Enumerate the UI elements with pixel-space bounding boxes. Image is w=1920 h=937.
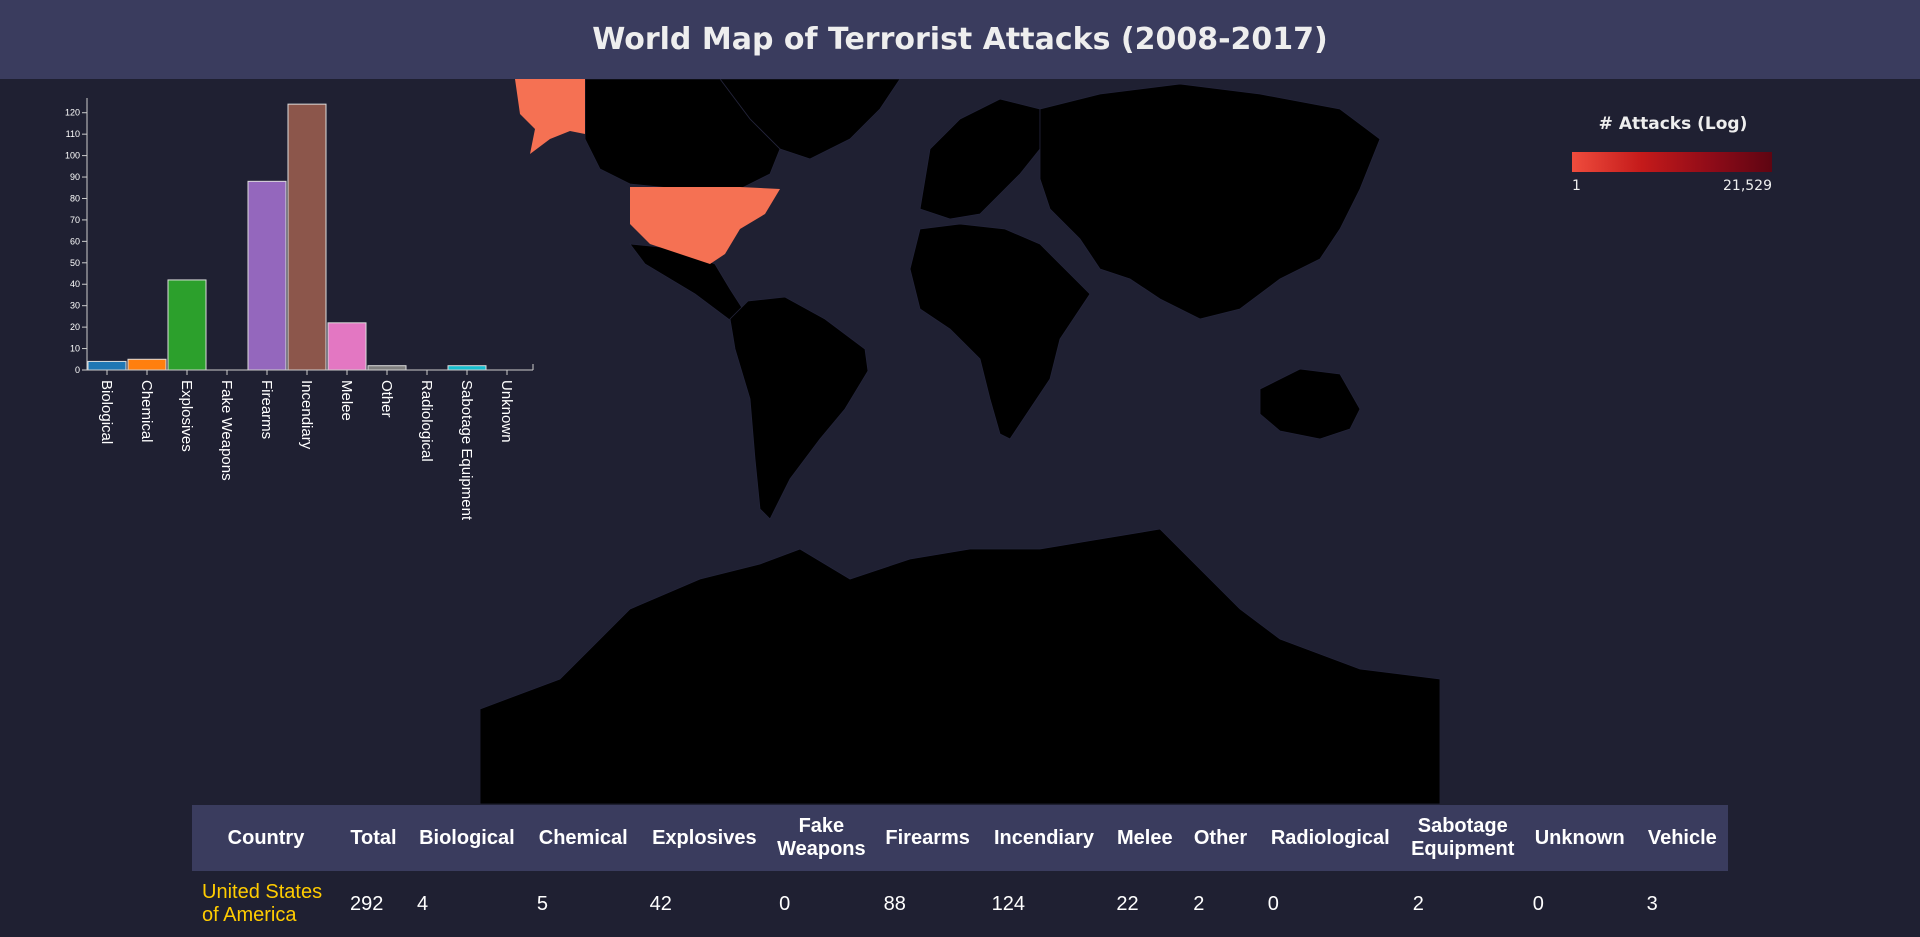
bar-sabotage-equipment — [447, 365, 487, 371]
value-cell: 88 — [883, 892, 906, 915]
value-cell: 2 — [1412, 892, 1424, 915]
x-tick-label: Explosives — [178, 380, 195, 452]
legend-max-label: 21,529 — [1723, 178, 1772, 194]
column-header: Vehicle — [1647, 826, 1717, 849]
country-cell: United States of America — [202, 881, 323, 926]
header: World Map of Terrorist Attacks (2008-201… — [0, 0, 1920, 79]
value-cell: 292 — [350, 892, 384, 915]
column-header: Radiological — [1270, 826, 1390, 849]
y-tick-label: 70 — [70, 215, 80, 225]
x-tick-label: Firearms — [258, 380, 275, 439]
value-cell: 42 — [649, 892, 672, 915]
column-header: Other — [1193, 826, 1248, 849]
legend-title: # Attacks (Log) — [1598, 114, 1748, 134]
x-tick-label: Biological — [98, 380, 115, 444]
bar-incendiary — [287, 103, 327, 371]
country-table: Country Total Biological Chemical Explosives… — [192, 805, 1728, 937]
value-cell: 3 — [1646, 892, 1658, 915]
column-header: Fake Weapons — [777, 815, 866, 860]
value-cell: 0 — [1267, 892, 1279, 915]
bar-melee — [327, 322, 367, 371]
column-header: Country — [227, 826, 305, 849]
y-tick-label: 40 — [70, 279, 80, 289]
x-tick-label: Sabotage Equipment — [458, 380, 475, 521]
x-tick-label: Chemical — [138, 380, 155, 443]
column-header: Firearms — [885, 826, 970, 849]
column-header: Incendiary — [993, 826, 1095, 849]
y-tick-label: 80 — [70, 193, 80, 203]
legend-gradient — [1572, 152, 1772, 172]
y-tick-label: 100 — [65, 151, 80, 161]
x-tick-label: Unknown — [498, 380, 515, 443]
legend-min-label: 1 — [1572, 178, 1581, 194]
bar-firearms — [247, 180, 287, 371]
column-header: Sabotage Equipment — [1411, 815, 1515, 860]
y-tick-label: 30 — [70, 301, 80, 311]
column-header: Melee — [1117, 826, 1173, 849]
y-tick-label: 120 — [65, 108, 80, 118]
value-cell: 2 — [1193, 892, 1205, 915]
y-tick-label: 0 — [75, 365, 80, 375]
y-tick-label: 110 — [66, 129, 80, 139]
bar-other — [367, 365, 407, 371]
attack-type-bar-chart: 0 10 20 30 40 50 60 70 80 90 100 110 120 Biological C… — [65, 98, 534, 521]
value-cell: 22 — [1116, 892, 1139, 915]
x-tick-label: Melee — [338, 380, 355, 421]
value-cell: 5 — [536, 892, 548, 915]
y-tick-label: 10 — [70, 344, 80, 354]
x-tick-label: Fake Weapons — [218, 380, 235, 481]
x-axis: Biological Chemical Explosives Fake Weapons… — [87, 364, 534, 521]
y-axis: 0 10 20 30 40 50 60 70 80 90 100 110 120 — [65, 98, 88, 375]
map-land — [480, 79, 1440, 804]
column-header: Biological — [419, 826, 515, 849]
x-tick-label: Incendiary — [298, 380, 315, 450]
value-cell: 0 — [1532, 892, 1544, 915]
y-tick-label: 60 — [70, 236, 80, 246]
bar-chemical — [127, 358, 167, 371]
table-header-row: Country Total Biological Chemical Explosives… — [192, 805, 1728, 871]
column-header: Unknown — [1534, 826, 1625, 849]
x-tick-label: Radiological — [418, 380, 435, 462]
bars — [87, 103, 487, 371]
value-cell: 0 — [779, 892, 791, 915]
table-row[interactable]: United States of America 292 4 5 42 0 88 124 22 2… — [192, 871, 1728, 937]
y-tick-label: 20 — [70, 322, 80, 332]
x-tick-label: Other — [378, 380, 395, 418]
bar-biological — [87, 360, 127, 371]
column-header: Chemical — [538, 826, 628, 849]
y-tick-label: 50 — [70, 258, 80, 268]
map-highlighted[interactable] — [515, 79, 780, 264]
y-tick-label: 90 — [70, 172, 80, 182]
page-title: World Map of Terrorist Attacks (2008-201… — [592, 22, 1328, 57]
bar-explosives — [167, 279, 207, 371]
column-header: Total — [350, 826, 397, 849]
column-header: Explosives — [652, 826, 757, 849]
value-cell: 124 — [991, 892, 1026, 915]
color-legend: # Attacks (Log) 1 21,529 — [1568, 110, 1778, 200]
value-cell: 4 — [416, 892, 429, 915]
world-map[interactable] — [480, 79, 1440, 804]
